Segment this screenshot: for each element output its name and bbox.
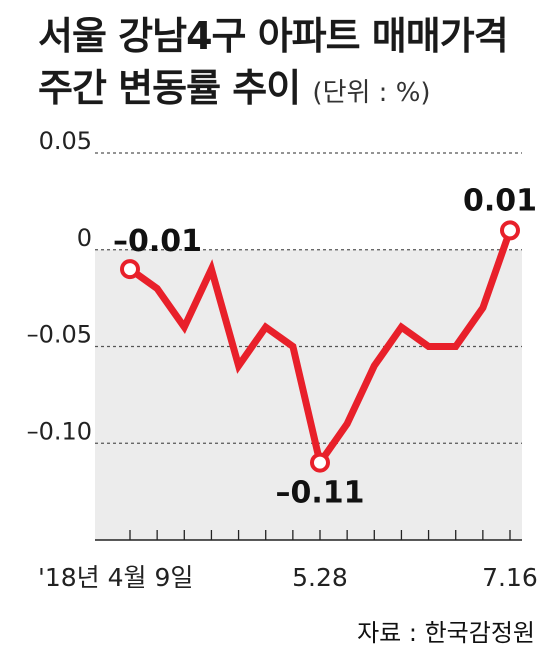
x-tick-label: 5.28: [292, 563, 348, 592]
title-line2: 주간 변동률 추이 (단위 : %): [38, 62, 508, 119]
title-line2-text: 주간 변동률 추이: [38, 66, 301, 110]
data-points: [120, 220, 520, 473]
source-note: 자료 : 한국감정원: [357, 619, 535, 647]
data-point: [120, 259, 140, 280]
data-point: [500, 220, 520, 241]
y-tick-label: 0.05: [39, 127, 92, 155]
data-label: –0.01: [113, 224, 202, 259]
chart-title: 서울 강남4구 아파트 매매가격 주간 변동률 추이 (단위 : %): [38, 10, 509, 119]
y-axis-ticks: 0.05 0 –0.05 –0.10: [27, 127, 92, 445]
line-chart: 0.05 0 –0.05 –0.10 '18년 4월 9일 5.28 7.16 –0.01…: [27, 127, 538, 592]
x-tick-label: 7.16: [482, 563, 538, 592]
data-label: –0.11: [275, 476, 364, 511]
x-tick-label: '18년 4월 9일: [38, 563, 193, 592]
y-tick-label: –0.10: [27, 417, 92, 445]
y-tick-label: 0: [77, 224, 92, 252]
unit-label: (단위 : %): [312, 78, 431, 108]
x-axis: '18년 4월 9일 5.28 7.16: [38, 530, 538, 592]
data-point: [310, 452, 330, 473]
y-tick-label: –0.05: [27, 321, 92, 349]
data-label: 0.01: [463, 183, 537, 218]
data-labels: –0.01 –0.11 0.01: [113, 183, 537, 510]
title-line1: 서울 강남4구 아파트 매매가격: [38, 14, 509, 58]
